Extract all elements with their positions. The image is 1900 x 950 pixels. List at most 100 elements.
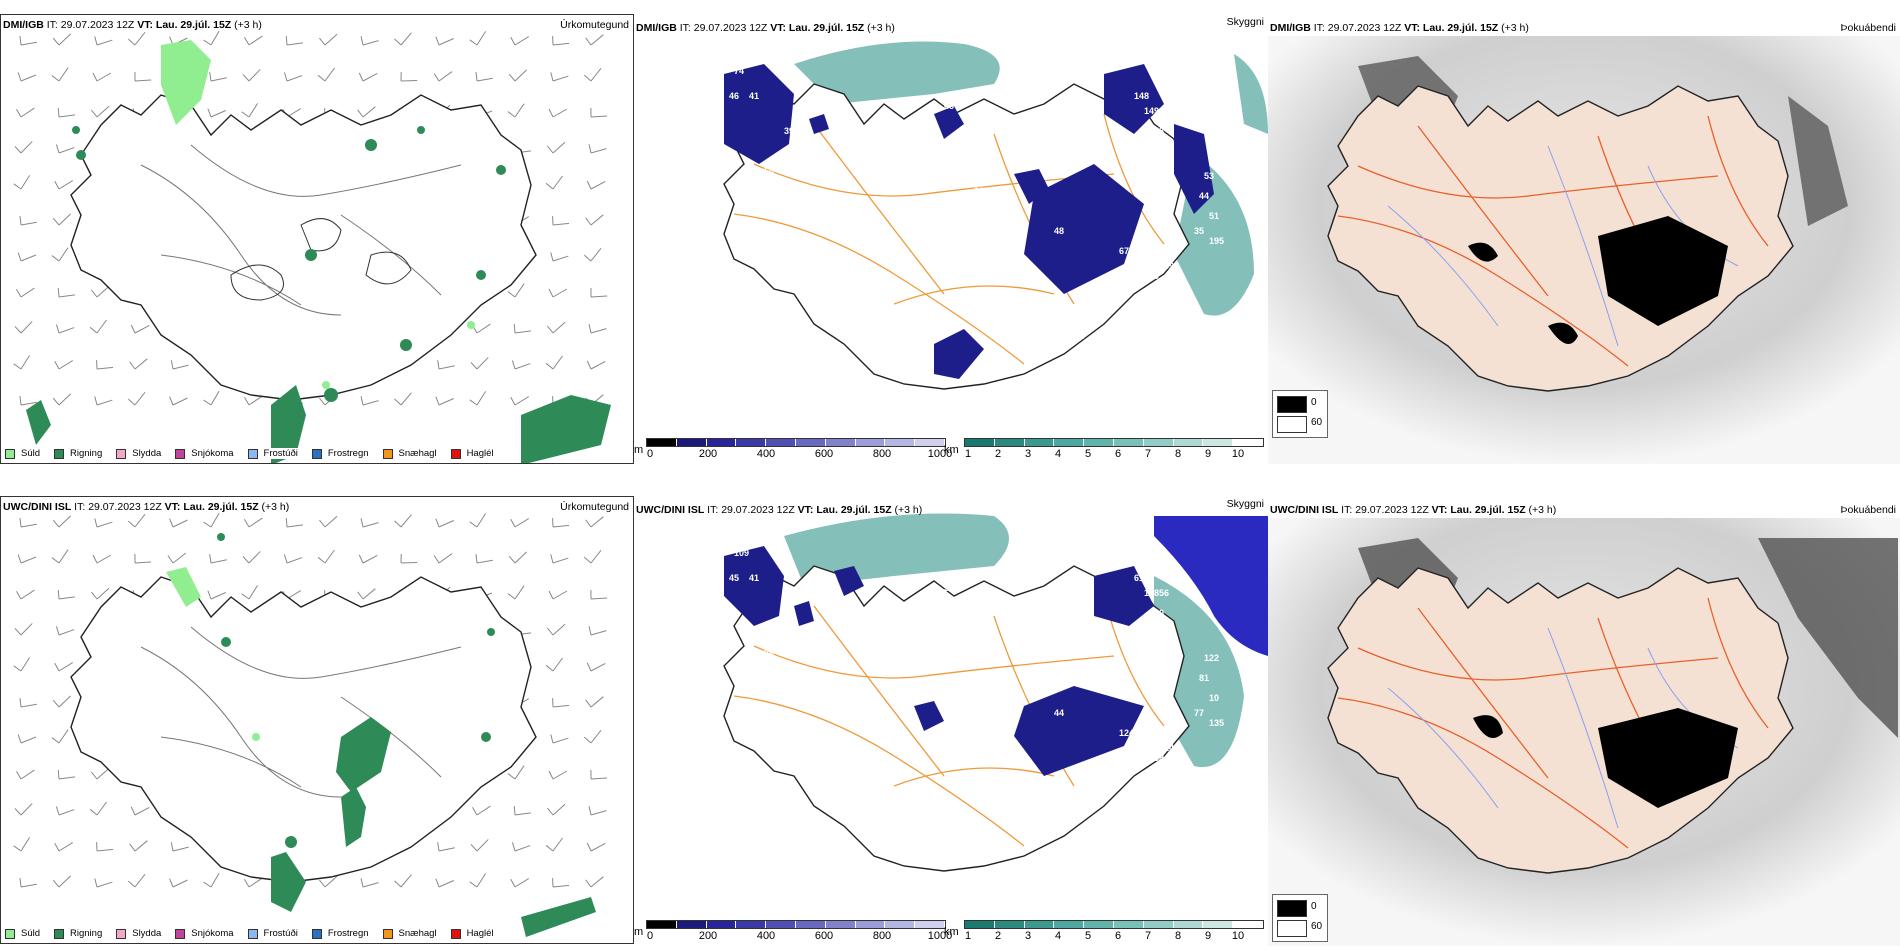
wind-barb (127, 514, 146, 528)
visibility-label: 66 (954, 658, 964, 668)
very-low-vis-areas (724, 64, 1214, 379)
visibility-label: 39 (1164, 261, 1174, 271)
wind-barb (513, 324, 532, 334)
wind-barb (550, 252, 569, 262)
wind-barb (510, 878, 529, 888)
wind-barb (54, 842, 73, 852)
precip-type-legend: Súld Rigning Slydda Snjókoma Frostúði Frostre… (5, 928, 508, 939)
wind-barb (358, 72, 378, 82)
visibility-label: 46 (1164, 276, 1174, 286)
drizzle-areas (161, 40, 475, 389)
visibility-label: 68 (944, 101, 954, 111)
wind-barb (508, 551, 527, 564)
visibility-label: 149 (1144, 106, 1159, 116)
legend-label: Frostúði (263, 928, 298, 939)
legend-item: Frostregn (311, 448, 369, 459)
panel-name: Þokuábendi (1840, 504, 1896, 516)
wind-barb (54, 360, 73, 370)
wind-barb (52, 695, 71, 708)
legend-label: Snjókoma (191, 928, 234, 939)
colorbar-swatch (1173, 439, 1204, 446)
wind-barb (13, 837, 31, 852)
colorbar-swatch (795, 921, 826, 928)
wind-barb (586, 842, 606, 852)
legend-item: Snjókoma (175, 928, 234, 939)
colorbar-tick: 7 (1144, 930, 1152, 942)
wind-barb (283, 554, 303, 564)
wind-barb (400, 554, 418, 564)
colorbar-tick: 0 (646, 930, 654, 942)
wind-barb (470, 357, 489, 370)
wind-barb (130, 806, 150, 816)
wind-barb (588, 626, 607, 636)
colorbar-swatch (825, 439, 856, 446)
legend-label: Snæhagl (398, 928, 437, 939)
visibility-label: 12 (1064, 306, 1074, 316)
wind-barb (360, 36, 379, 46)
visibility-km-colorbar: km 1 2 3 4 5 6 7 8 9 10 (944, 438, 1268, 464)
visibility-label: 56 (759, 668, 769, 678)
wind-barb (52, 875, 71, 888)
colorbar-swatch (994, 921, 1025, 928)
wind-barb (54, 662, 73, 672)
wind-barb (207, 590, 226, 600)
legend-item: Rigning (54, 448, 102, 459)
wind-barb (94, 36, 113, 46)
visibility-label: 10 (1054, 296, 1064, 306)
legend-swatch (5, 928, 15, 939)
wind-barb (552, 518, 570, 528)
wind-barb (52, 213, 71, 226)
colorbar-swatch (647, 921, 677, 928)
colorbar-tick: 6 (1114, 448, 1122, 460)
panel-header: UWC/DINI ISL IT: 29.07.2023 12Z VT: Lau.… (636, 504, 923, 516)
colorbar-tick: 1000 (927, 930, 953, 942)
wind-barb (170, 360, 189, 370)
wind-barb (14, 321, 33, 334)
legend-swatch (5, 448, 15, 459)
wind-barb (585, 34, 604, 46)
colorbar-tick: 7 (1144, 448, 1152, 460)
legend-swatch (311, 448, 322, 459)
wind-barb (13, 175, 31, 190)
legend-swatch (116, 928, 127, 939)
colorbar-swatch (825, 921, 856, 928)
wind-barb (548, 590, 568, 600)
panel-header: DMI/IGB IT: 29.07.2023 12Z VT: Lau. 29.j… (3, 19, 262, 31)
wind-barb (129, 840, 148, 852)
visibility-panel-row2: UWC/DINI ISL IT: 29.07.2023 12Z VT: Lau.… (634, 496, 1268, 946)
wind-barb (552, 878, 570, 888)
colorbar-swatch (855, 921, 886, 928)
colorbar-swatch (1173, 921, 1204, 928)
legend-item: Haglél (450, 928, 494, 939)
wind-barb (507, 765, 525, 780)
colorbar-tick: 1000 (927, 448, 953, 460)
visibility-label: 40 (1149, 271, 1159, 281)
legend-item: Snæhagl (382, 928, 437, 939)
wind-barb (13, 355, 31, 370)
visibility-label: 39 (784, 126, 794, 136)
wind-barb (242, 69, 261, 82)
visibility-label: 10 (1089, 788, 1099, 798)
legend-swatch (311, 928, 322, 939)
wind-barb (433, 553, 453, 564)
wind-barb (550, 554, 569, 564)
wind-barb (16, 769, 35, 780)
wind-barb (51, 247, 69, 262)
wind-barb (435, 396, 454, 406)
wind-barb (510, 36, 529, 46)
wind-barb (508, 69, 527, 82)
wind-barb (583, 248, 602, 262)
wind-barb (89, 319, 107, 334)
visibility-label: 58 (1154, 126, 1164, 136)
visibility-label: 29 (944, 883, 954, 893)
fog-legend-swatch-1 (1277, 416, 1307, 433)
legend-label: Haglél (466, 448, 494, 459)
colorbar-swatch (676, 921, 707, 928)
colorbar-tick: 5 (1084, 930, 1092, 942)
visibility-label: 140 (1164, 743, 1179, 753)
wind-barb (552, 698, 570, 708)
legend-label: Snjókoma (191, 448, 234, 459)
colorbar-swatch (1054, 921, 1085, 928)
wind-barb (55, 626, 75, 636)
visibility-label: 61 (1134, 573, 1144, 583)
